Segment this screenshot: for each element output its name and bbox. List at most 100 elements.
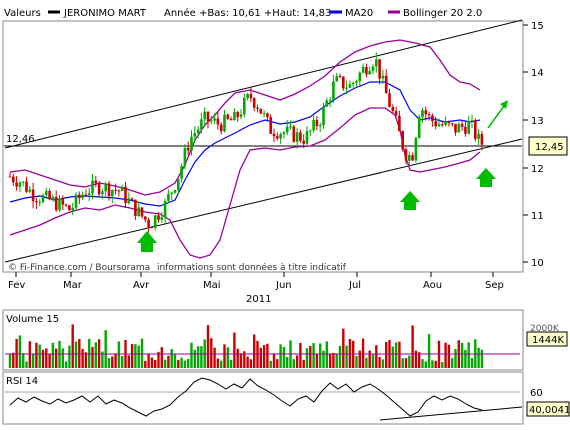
volume-bar <box>206 325 210 368</box>
candle-body <box>276 136 279 139</box>
green-arrows <box>137 100 508 252</box>
candle-body <box>421 110 424 117</box>
volume-bar <box>68 345 71 368</box>
volume-bar <box>454 349 457 368</box>
candle-body <box>398 115 401 132</box>
volume-bar <box>325 341 328 368</box>
volume-bar <box>22 353 25 368</box>
month-label: Avr <box>133 280 150 291</box>
volume-bar <box>464 349 467 368</box>
candle-body <box>444 121 447 126</box>
candle-body <box>223 114 226 132</box>
volume-bar <box>239 353 243 368</box>
candle-body <box>391 106 395 112</box>
candle-body <box>177 178 180 191</box>
volume-bar <box>229 359 233 368</box>
candle-body <box>322 106 325 126</box>
volume-bar <box>94 342 97 368</box>
candle-body <box>318 125 322 127</box>
volume-bar <box>355 355 358 368</box>
volume-bar <box>223 344 226 368</box>
volume-bar <box>173 353 177 368</box>
volume-bar <box>101 351 104 368</box>
candle-body <box>78 194 81 199</box>
volume-bar <box>8 354 12 368</box>
candle-body <box>127 198 131 204</box>
volume-bar <box>299 342 302 368</box>
candle-body <box>450 123 454 125</box>
volume-bar <box>243 351 246 368</box>
trend-arrow-icon <box>500 100 508 109</box>
candle-body <box>378 59 381 79</box>
candle-body <box>427 114 431 116</box>
candle-body <box>233 112 236 121</box>
legend-bar: Valeurs JERONIMO MART Année +Bas: 10,61 … <box>4 7 482 19</box>
volume-bar <box>368 350 371 368</box>
price-tick-label: 11 <box>531 211 544 222</box>
volume-bar <box>345 345 348 368</box>
candle-body <box>315 119 319 127</box>
month-label: Jul <box>348 280 361 291</box>
candle-body <box>371 66 375 72</box>
volume-bar <box>41 349 45 368</box>
volume-title: Volume 15 <box>6 314 59 325</box>
price-panel <box>2 20 524 273</box>
candle-body <box>259 108 263 114</box>
volume-bar <box>305 348 309 368</box>
candle-body <box>45 191 48 196</box>
volume-bar <box>427 334 431 368</box>
candle-body <box>434 121 437 127</box>
volume-bar <box>408 355 411 368</box>
candle-body <box>299 132 302 141</box>
candle-body <box>81 194 84 199</box>
volume-bar <box>236 348 239 368</box>
candle-body <box>457 124 461 133</box>
volume-bar <box>25 361 28 368</box>
month-label: Mar <box>63 280 83 291</box>
volume-bar <box>91 346 94 368</box>
candle-body <box>312 119 315 131</box>
candle-body <box>15 182 18 187</box>
candle-body <box>180 166 183 179</box>
candle-body <box>101 191 104 195</box>
candle-body <box>219 124 223 132</box>
candle-body <box>54 197 58 211</box>
candle-body <box>94 180 98 184</box>
candle-body <box>61 198 65 205</box>
volume-bar <box>418 352 421 368</box>
stock-name: JERONIMO MART <box>63 8 147 19</box>
volume-bar <box>262 345 266 368</box>
volume-bar <box>88 338 91 368</box>
volume-bar <box>71 324 74 368</box>
volume-bar <box>81 348 84 368</box>
volume-bar <box>31 354 35 368</box>
volume-bar <box>328 353 332 368</box>
volume-bar <box>64 361 68 368</box>
volume-bar <box>391 346 394 368</box>
candle-body <box>246 94 249 98</box>
candle-body <box>454 123 457 133</box>
volume-bar <box>154 360 157 368</box>
up-arrow-icon <box>137 231 157 252</box>
ma-label: MA20 <box>345 8 373 19</box>
volume-bar <box>338 345 342 368</box>
volume-bar <box>28 341 31 368</box>
volume-bar <box>421 359 424 368</box>
rsi-panel <box>2 371 524 425</box>
candle-body <box>282 132 286 135</box>
candle-body <box>289 126 292 128</box>
candle-body <box>292 126 296 142</box>
rsi-line <box>9 377 483 417</box>
volume-bar <box>447 344 451 368</box>
candle-body <box>243 97 246 115</box>
candle-body <box>328 99 332 101</box>
volume-bar <box>451 358 454 368</box>
candle-body <box>213 118 216 121</box>
volume-bar <box>48 354 51 368</box>
volume-bar <box>322 350 325 368</box>
volume-bar <box>365 357 368 368</box>
candle-body <box>8 176 12 178</box>
volume-bar <box>253 334 256 368</box>
candle-body <box>309 130 312 132</box>
